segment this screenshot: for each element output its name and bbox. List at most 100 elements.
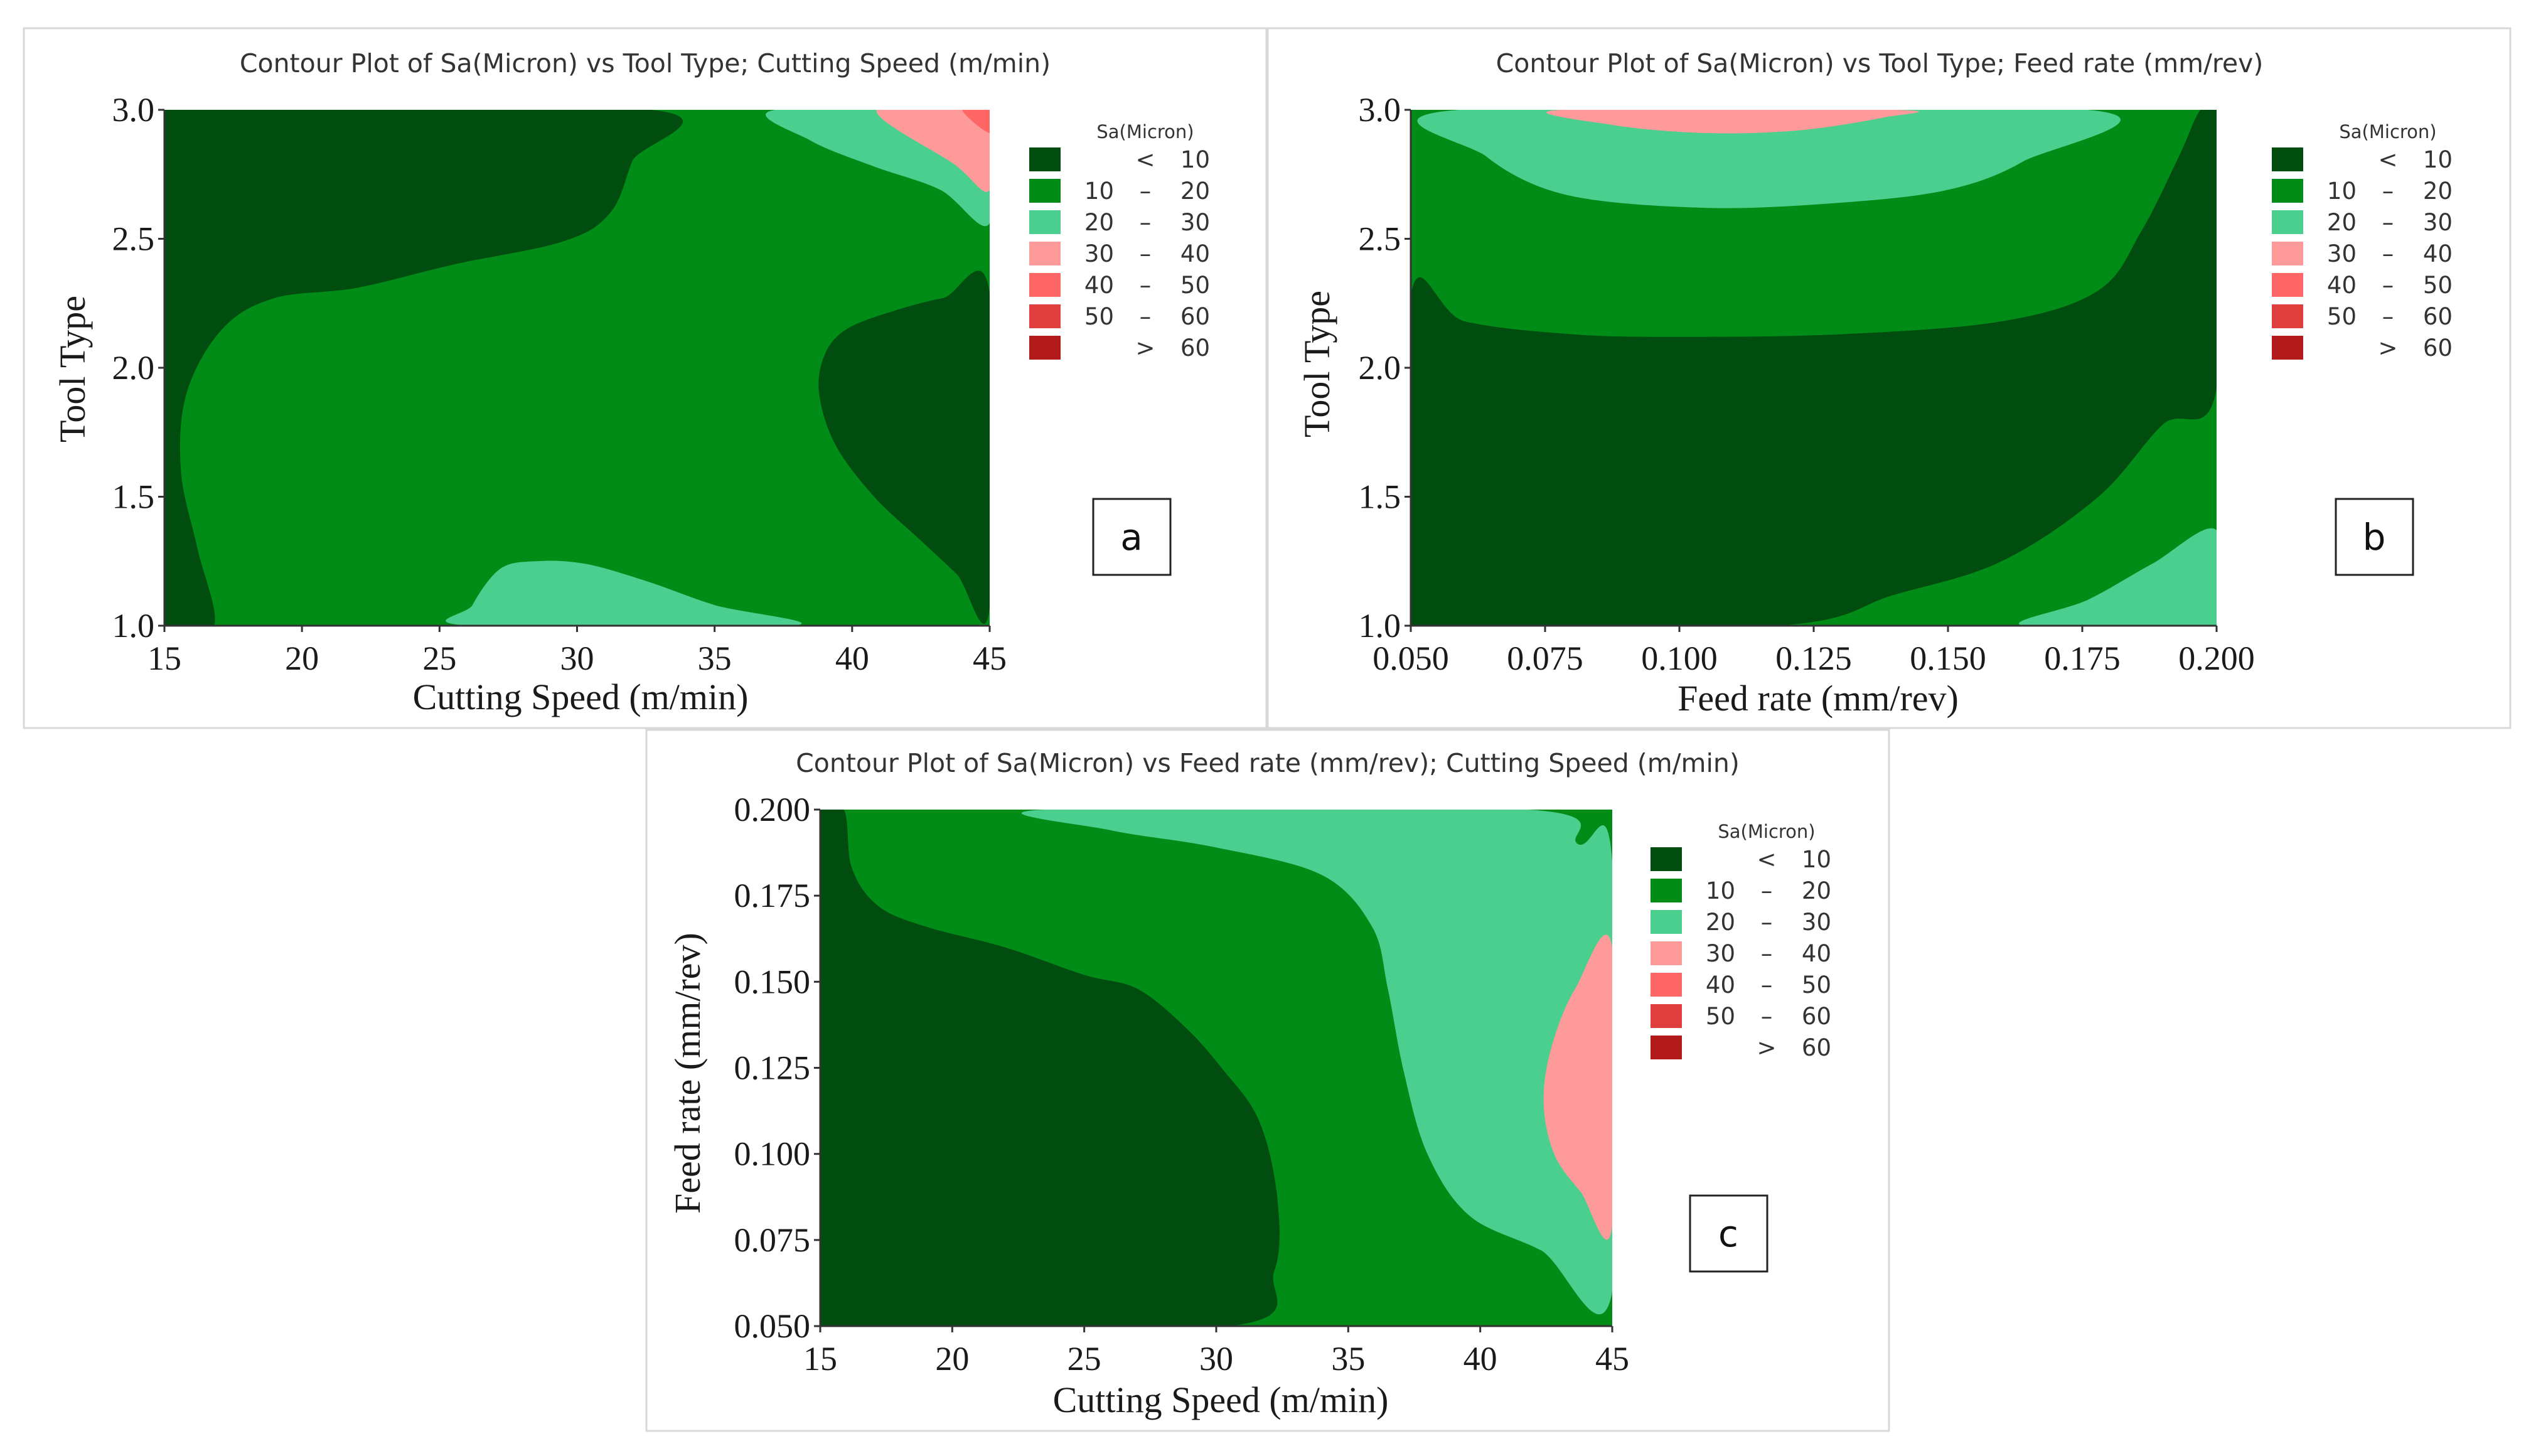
panel-c-y-tick-label: 0.050 — [734, 1307, 811, 1345]
panel-c-x-tick-label: 35 — [1331, 1340, 1365, 1378]
panel-b-x-tick-label: 0.075 — [1507, 640, 1583, 677]
panel-b-legend-swatch — [2272, 147, 2303, 171]
panel-a-legend-high: 40 — [1180, 240, 1210, 267]
panel-b-legend-sep: – — [2382, 209, 2394, 236]
panel-a-legend-title: Sa(Micron) — [1096, 121, 1194, 142]
panel-a-axes: 15 20 25 30 35 40 45 1.0 1.5 2.0 2.5 3.0 — [112, 91, 1007, 677]
panel-a-legend-low: 50 — [1084, 303, 1114, 330]
panel-b-y-tick-label: 2.5 — [1359, 220, 1401, 258]
panel-b-legend-sep: – — [2382, 272, 2394, 299]
panel-a-legend-sep: > — [1135, 335, 1155, 361]
panel-b-legend-sep: – — [2382, 178, 2394, 205]
panel-c-x-tick-label: 20 — [935, 1340, 969, 1378]
panel-a-y-axis-title: Tool Type — [52, 296, 93, 442]
panel-c-legend-swatch — [1651, 910, 1682, 934]
panel-b-legend-sep: – — [2382, 303, 2394, 330]
panel-a-y-tick-label: 2.0 — [112, 349, 155, 387]
panel-a-x-tick-label: 40 — [835, 640, 869, 677]
panel-a-legend-low: 40 — [1084, 272, 1114, 299]
panel-a-legend-sep: – — [1140, 178, 1152, 205]
panel-c-title: Contour Plot of Sa(Micron) vs Feed rate … — [796, 748, 1740, 778]
panel-c-tag-letter: c — [1718, 1212, 1738, 1255]
panel-c-y-tick-label: 0.150 — [734, 963, 811, 1000]
panel-a-x-tick-label: 25 — [422, 640, 456, 677]
panel-b-y-tick-label: 1.0 — [1359, 607, 1401, 645]
panel-b-plot — [1411, 110, 2217, 626]
panel-a-legend-sep: – — [1140, 303, 1152, 330]
panel-a-contour-region-c30_40 — [877, 110, 990, 192]
panel-c: Contour Plot of Sa(Micron) vs Feed rate … — [645, 729, 1890, 1432]
panel-b-legend-sep: > — [2378, 335, 2397, 361]
panel-a-contour-region-c20_30 — [446, 560, 802, 626]
panel-b-x-axis-title: Feed rate (mm/rev) — [1678, 678, 1959, 719]
panel-b-contour-region-lt10 — [1411, 110, 2217, 626]
panel-b-x-tick-label: 0.100 — [1641, 640, 1718, 677]
panel-b-legend-swatch — [2272, 210, 2303, 234]
panel-b-legend-title: Sa(Micron) — [2339, 121, 2436, 142]
panel-a-legend-low: 30 — [1084, 240, 1114, 267]
panel-a-x-tick-label: 15 — [147, 640, 181, 677]
panel-b-legend-low: 50 — [2327, 303, 2357, 330]
panel-c-legend-high: 50 — [1802, 972, 1831, 998]
panel-c-legend-sep: < — [1757, 846, 1776, 873]
panel-a-legend-high: 30 — [1180, 209, 1210, 236]
panel-a-x-tick-label: 35 — [698, 640, 732, 677]
panel-a-y-tick-label: 1.0 — [112, 607, 155, 645]
panel-c-legend-swatch — [1651, 879, 1682, 902]
panel-c-legend-high: 60 — [1802, 1034, 1831, 1061]
panel-b-legend-low: 40 — [2327, 272, 2357, 299]
panel-b: Contour Plot of Sa(Micron) vs Tool Type;… — [1266, 27, 2512, 729]
panel-c-x-tick-label: 25 — [1068, 1340, 1101, 1378]
panel-c-legend-low: 30 — [1706, 940, 1735, 967]
panel-a-x-tick-label: 30 — [560, 640, 594, 677]
panel-c-legend-swatch — [1651, 973, 1682, 997]
panel-a-y-tick-label: 2.5 — [112, 220, 155, 258]
panel-c-x-tick-label: 30 — [1199, 1340, 1233, 1378]
panel-b-legend-high: 30 — [2423, 209, 2453, 236]
panel-a-legend-high: 50 — [1180, 272, 1210, 299]
panel-c-tag-box — [1689, 1194, 1768, 1273]
panel-a-legend-sep: – — [1140, 272, 1152, 299]
panel-c-legend-sep: – — [1761, 1003, 1773, 1030]
panel-c-legend-high: 60 — [1802, 1003, 1831, 1030]
panel-a-legend-low: 10 — [1084, 178, 1114, 205]
panel-b-y-tick-label: 1.5 — [1359, 478, 1401, 516]
panel-a-tag-box — [1092, 498, 1172, 576]
panel-c-legend-swatch — [1651, 847, 1682, 871]
panel-b-contour-region-c30_40 — [1546, 110, 1919, 134]
panel-b-legend-low: 30 — [2327, 240, 2357, 267]
panel-a-legend-swatch — [1029, 304, 1061, 328]
panel-a-tag-letter: a — [1120, 516, 1143, 559]
panel-b-legend-sep: – — [2382, 240, 2394, 267]
panel-b-legend-swatch — [2272, 179, 2303, 203]
panel-b-legend-sep: < — [2378, 146, 2397, 173]
panel-c-legend-sep: – — [1761, 877, 1773, 904]
panel-a-y-tick-label: 1.5 — [112, 478, 155, 516]
panel-c-x-tick-label: 15 — [803, 1340, 837, 1378]
panel-b-legend-swatch — [2272, 336, 2303, 360]
panel-c-legend-swatch — [1651, 941, 1682, 965]
panel-a-legend-swatch — [1029, 336, 1061, 360]
panel-a-contour-region-lt10 — [818, 270, 990, 624]
panel-c-legend-high: 40 — [1802, 940, 1831, 967]
panel-b-title: Contour Plot of Sa(Micron) vs Tool Type;… — [1496, 48, 2264, 78]
panel-b-tag-letter: b — [2363, 516, 2386, 559]
panel-b-contour-region-c20_30 — [1417, 110, 2121, 208]
panel-a-x-tick-label: 20 — [285, 640, 319, 677]
panel-b-legend-high: 60 — [2423, 335, 2453, 361]
panel-a-x-axis-title: Cutting Speed (m/min) — [413, 677, 749, 717]
panel-c-x-tick-label: 40 — [1463, 1340, 1497, 1378]
panel-a-contour-region-lt10 — [164, 110, 683, 626]
panel-b-legend-swatch — [2272, 242, 2303, 265]
panel-b-x-tick-label: 0.125 — [1775, 640, 1852, 677]
panel-c-y-tick-label: 0.200 — [734, 791, 811, 828]
panel-b-x-tick-label: 0.200 — [2178, 640, 2255, 677]
panel-c-legend-high: 10 — [1802, 846, 1831, 873]
panel-b-y-tick-label: 2.0 — [1359, 349, 1401, 387]
panel-a-legend-high: 10 — [1180, 146, 1210, 173]
panel-b-x-tick-label: 0.150 — [1910, 640, 1986, 677]
